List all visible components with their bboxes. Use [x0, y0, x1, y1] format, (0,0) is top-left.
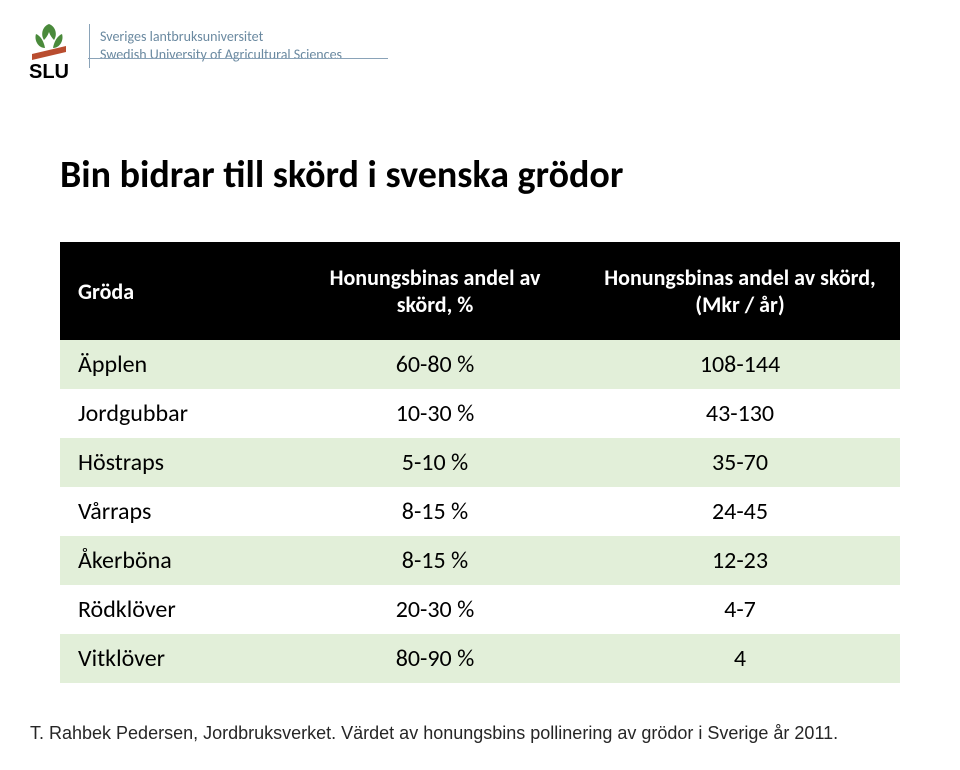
- cell: 43-130: [580, 389, 900, 438]
- org-name-sv: Sveriges lantbruksuniversitet: [90, 28, 342, 46]
- header-rule: [88, 58, 388, 59]
- cell: Rödklöver: [60, 585, 290, 634]
- col-header-2: Honungsbinas andel av skörd, (Mkr / år): [580, 242, 900, 340]
- cell: Vitklöver: [60, 634, 290, 683]
- cell: 4: [580, 634, 900, 683]
- cell: 4-7: [580, 585, 900, 634]
- citation: T. Rahbek Pedersen, Jordbruksverket. Vär…: [30, 723, 838, 744]
- table-row: Åkerböna 8-15 % 12-23: [60, 536, 900, 585]
- data-table: Gröda Honungsbinas andel av skörd, % Hon…: [60, 242, 900, 683]
- cell: 60-80 %: [290, 340, 580, 389]
- cell: Åkerböna: [60, 536, 290, 585]
- cell: 8-15 %: [290, 536, 580, 585]
- cell: Höstraps: [60, 438, 290, 487]
- cell: 80-90 %: [290, 634, 580, 683]
- col-header-0: Gröda: [60, 242, 290, 340]
- table-row: Rödklöver 20-30 % 4-7: [60, 585, 900, 634]
- content: Bin bidrar till skörd i svenska grödor G…: [0, 88, 960, 683]
- cell: 24-45: [580, 487, 900, 536]
- table-row: Vårraps 8-15 % 24-45: [60, 487, 900, 536]
- cell: 12-23: [580, 536, 900, 585]
- slide-title: Bin bidrar till skörd i svenska grödor: [60, 152, 908, 198]
- svg-text:SLU: SLU: [29, 61, 69, 83]
- cell: Vårraps: [60, 487, 290, 536]
- cell: Äpplen: [60, 340, 290, 389]
- slu-logo: SLU: [18, 18, 80, 88]
- cell: 108-144: [580, 340, 900, 389]
- cell: Jordgubbar: [60, 389, 290, 438]
- table-row: Jordgubbar 10-30 % 43-130: [60, 389, 900, 438]
- header: SLU Sveriges lantbruksuniversitet Swedis…: [0, 0, 960, 88]
- table-row: Vitklöver 80-90 % 4: [60, 634, 900, 683]
- table-row: Äpplen 60-80 % 108-144: [60, 340, 900, 389]
- table-header-row: Gröda Honungsbinas andel av skörd, % Hon…: [60, 242, 900, 340]
- org-name-en: Swedish University of Agricultural Scien…: [90, 46, 342, 64]
- header-divider: [89, 24, 90, 68]
- cell: 10-30 %: [290, 389, 580, 438]
- table-row: Höstraps 5-10 % 35-70: [60, 438, 900, 487]
- cell: 20-30 %: [290, 585, 580, 634]
- slide: SLU Sveriges lantbruksuniversitet Swedis…: [0, 0, 960, 770]
- cell: 8-15 %: [290, 487, 580, 536]
- cell: 5-10 %: [290, 438, 580, 487]
- col-header-1: Honungsbinas andel av skörd, %: [290, 242, 580, 340]
- header-text: Sveriges lantbruksuniversitet Swedish Un…: [90, 18, 342, 63]
- cell: 35-70: [580, 438, 900, 487]
